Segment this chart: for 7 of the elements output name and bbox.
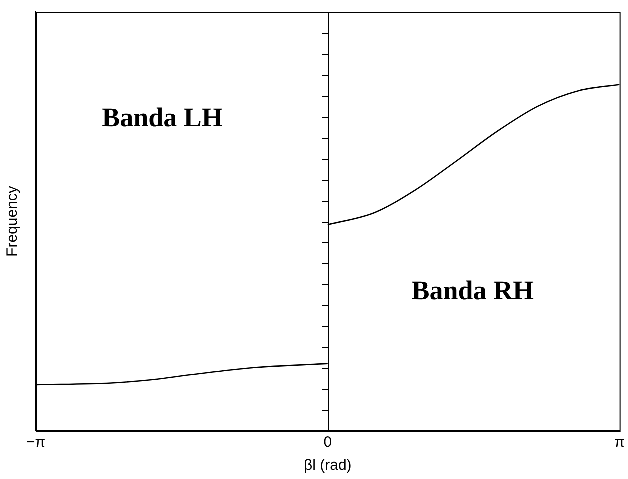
annotation: Banda RH — [412, 275, 534, 306]
y-axis-title: Frequency — [4, 186, 22, 257]
x-tick-label: 0 — [324, 434, 332, 452]
annotation: Banda LH — [102, 102, 223, 132]
x-axis-title: βl (rad) — [304, 457, 352, 474]
x-tick-label: −π — [26, 434, 46, 452]
x-tick-label: π — [614, 434, 626, 452]
